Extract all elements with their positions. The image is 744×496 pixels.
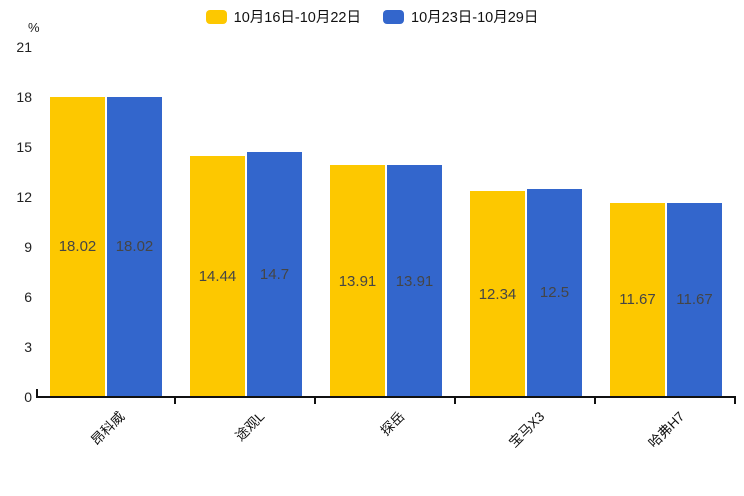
legend: 10月16日-10月22日 10月23日-10月29日 — [0, 6, 744, 27]
bar-value-label: 11.67 — [619, 291, 656, 309]
y-axis-tick-label: 21 — [16, 39, 32, 55]
x-axis-category-label: 途观L — [232, 408, 268, 444]
bar-series1-昂科威: 18.02 — [107, 96, 162, 397]
legend-swatch — [383, 9, 404, 24]
y-axis-tick-label: 18 — [16, 89, 32, 105]
x-axis-category-label: 昂科威 — [88, 408, 128, 449]
x-axis-category-label: 哈弗H7 — [645, 408, 688, 451]
legend-label: 10月23日-10月29日 — [411, 10, 539, 26]
x-axis-tick — [594, 398, 596, 404]
bar-value-label: 13.91 — [395, 272, 434, 290]
bar-series0-探岳: 13.91 — [330, 165, 385, 397]
bar-series0-途观L: 14.44 — [190, 156, 245, 397]
bar-series1-哈弗H7: 11.67 — [667, 202, 722, 397]
bar-series0-宝马X3: 12.34 — [470, 191, 525, 397]
y-axis-tick-label: 0 — [24, 389, 32, 405]
bar-value-label: 12.5 — [539, 284, 570, 302]
bar-series1-途观L: 14.7 — [247, 152, 302, 397]
x-axis-tick — [454, 398, 456, 404]
y-axis-tick-label: 12 — [16, 189, 32, 205]
x-axis-line — [36, 396, 736, 398]
legend-label: 10月16日-10月22日 — [233, 10, 361, 26]
y-axis-tick-label: 6 — [24, 289, 32, 305]
bar-value-label: 14.44 — [198, 268, 237, 286]
x-axis-tick — [734, 398, 736, 404]
x-axis-tick — [174, 398, 176, 404]
y-axis-tick-label: 15 — [16, 139, 32, 155]
bar-value-label: 18.02 — [58, 238, 97, 256]
bar-value-label: 13.91 — [338, 272, 377, 290]
y-axis-tick-label: 9 — [24, 239, 32, 255]
bar-series0-昂科威: 18.02 — [50, 96, 105, 397]
legend-item-series1[interactable]: 10月23日-10月29日 — [383, 6, 538, 27]
x-axis-category-label: 宝马X3 — [506, 408, 548, 451]
axis-origin-tick — [36, 389, 38, 396]
bar-value-label: 12.34 — [478, 285, 517, 303]
bar-series1-探岳: 13.91 — [387, 165, 442, 397]
x-axis-tick — [314, 398, 316, 404]
bar-series1-宝马X3: 12.5 — [527, 188, 582, 397]
bar-series0-哈弗H7: 11.67 — [610, 202, 665, 397]
y-axis-unit-label: % — [28, 20, 40, 35]
bar-value-label: 18.02 — [115, 238, 154, 256]
x-axis-category-label: 探岳 — [377, 408, 408, 439]
legend-swatch — [205, 9, 227, 24]
y-axis-tick-label: 3 — [24, 339, 32, 355]
bar-value-label: 11.67 — [676, 291, 713, 309]
legend-item-series0[interactable]: 10月16日-10月22日 — [205, 6, 361, 27]
bar-value-label: 14.7 — [259, 266, 290, 283]
